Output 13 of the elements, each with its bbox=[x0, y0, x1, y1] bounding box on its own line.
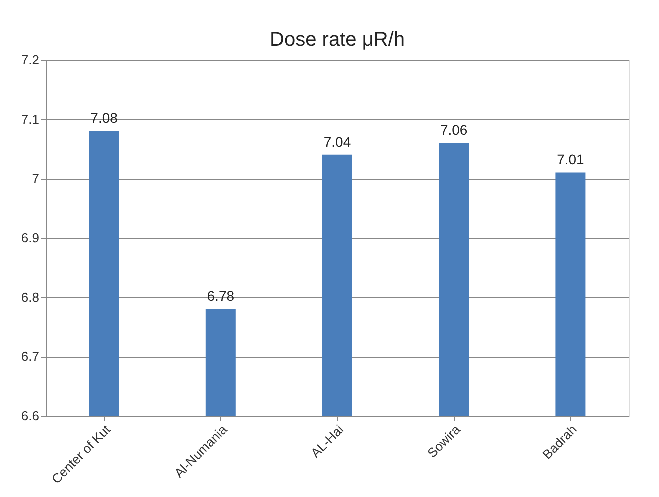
y-tick-label: 7.2 bbox=[21, 52, 40, 68]
y-tick-label: 6.9 bbox=[21, 230, 40, 246]
data-label: 7.08 bbox=[90, 110, 118, 126]
data-label: 7.06 bbox=[440, 122, 468, 138]
y-tick-label: 6.8 bbox=[21, 290, 40, 305]
data-label: 7.01 bbox=[557, 152, 585, 168]
data-label: 6.78 bbox=[207, 288, 235, 304]
data-label: 7.04 bbox=[324, 134, 352, 150]
y-tick-label: 6.6 bbox=[21, 408, 40, 424]
y-tick-label: 7 bbox=[32, 171, 40, 186]
chart-title: Dose rate μR/h bbox=[270, 29, 405, 51]
y-tick-label: 7.1 bbox=[21, 112, 40, 127]
y-tick-label: 6.7 bbox=[21, 349, 40, 364]
